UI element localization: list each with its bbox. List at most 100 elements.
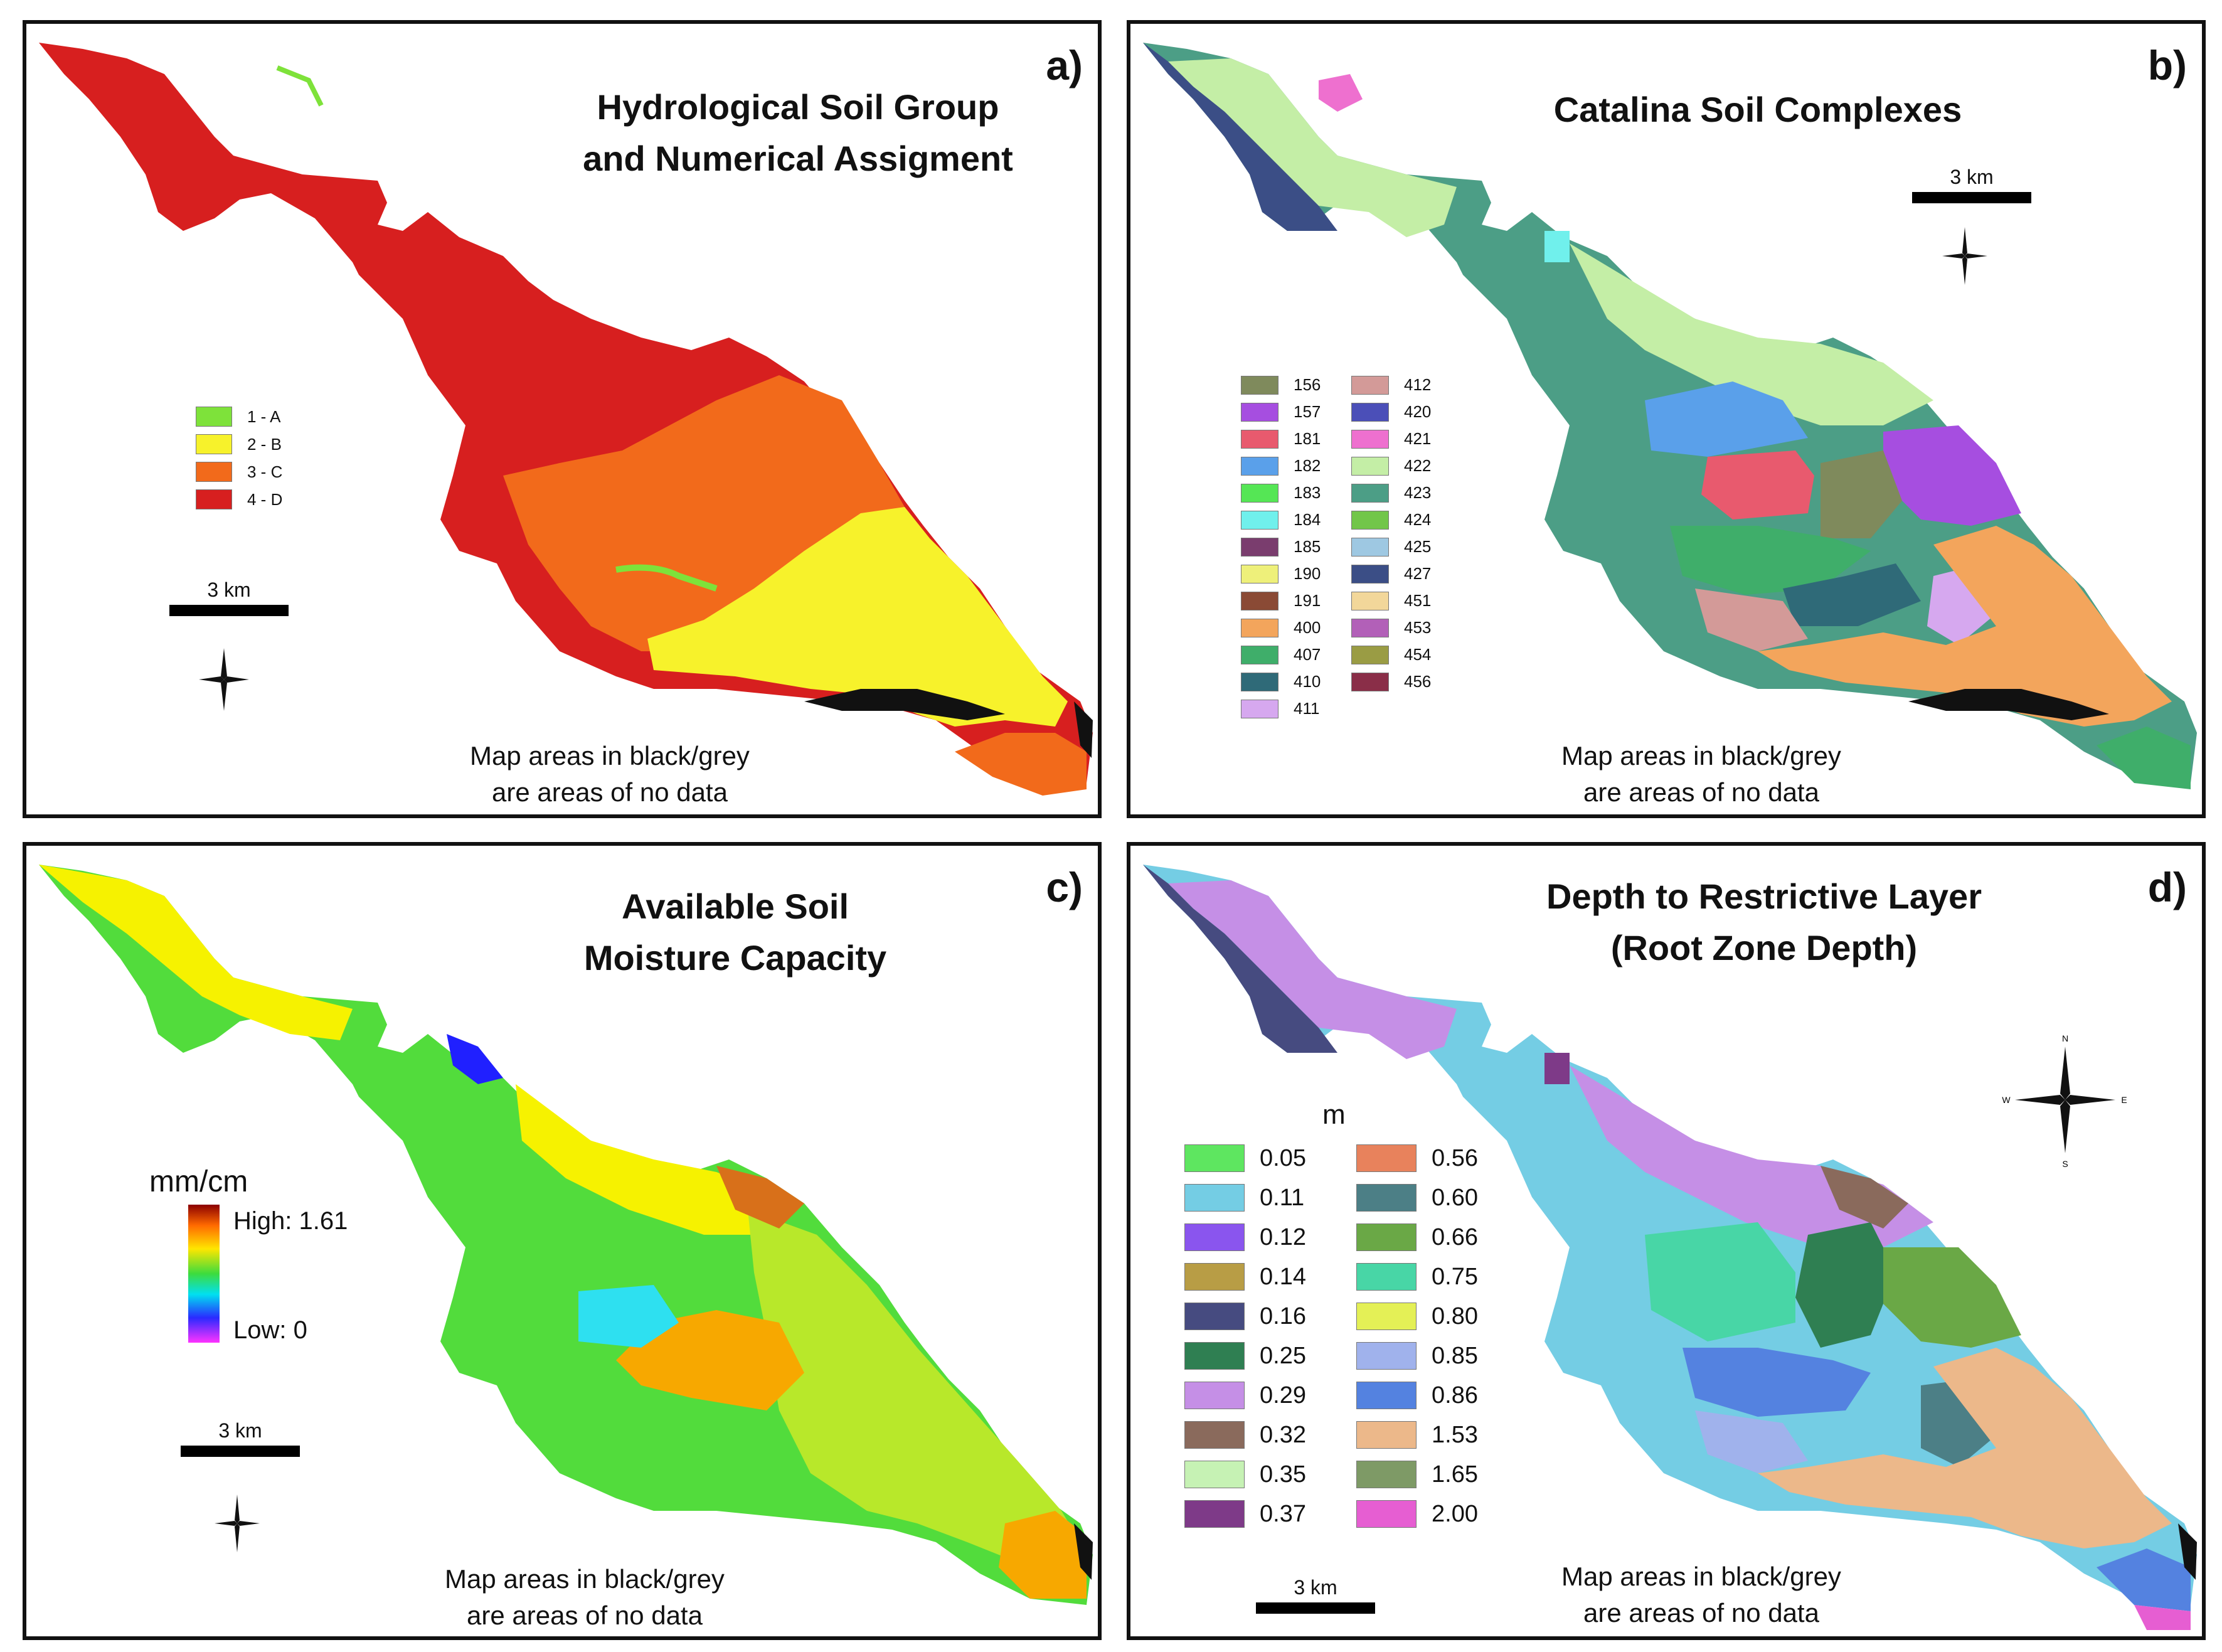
legend-label: 156 <box>1294 375 1321 394</box>
legend-label: 0.32 <box>1260 1421 1306 1448</box>
no-data-note: Map areas in black/grey are areas of no … <box>390 738 829 811</box>
map-region-moisture-yellow-n <box>516 1084 779 1235</box>
legend-label: 185 <box>1294 537 1321 556</box>
legend-swatch <box>1184 1223 1245 1251</box>
map-region-depth-075 <box>1645 1222 1795 1341</box>
legend-swatch <box>196 462 232 482</box>
legend-label: 0.86 <box>1432 1382 1478 1409</box>
map-region-427 <box>1143 43 1337 231</box>
island-map-root-zone <box>1143 865 2197 1630</box>
legend-swatch <box>1241 510 1278 530</box>
legend-label: 2 - B <box>247 434 282 454</box>
legend-label: 423 <box>1404 483 1432 502</box>
map-region-depth-025 <box>1795 1222 1896 1348</box>
compass-w-label: W <box>2002 1095 2011 1105</box>
legend-swatch <box>1241 699 1278 718</box>
legend: 1 - A 2 - B 3 - C 4 - D <box>196 407 384 532</box>
legend-label: 183 <box>1294 483 1321 502</box>
legend-item: 412 <box>1351 375 1431 395</box>
legend-label: 0.66 <box>1432 1223 1478 1250</box>
legend-label: 184 <box>1294 510 1321 529</box>
map-region-depth-037 <box>1544 1053 1570 1084</box>
scale-bar-line <box>1256 1602 1375 1614</box>
legend-label: 410 <box>1294 672 1321 691</box>
north-arrow-icon <box>1942 227 1987 285</box>
compass-n-label: N <box>2062 1033 2068 1043</box>
legend-swatch <box>196 489 232 509</box>
map-region-group-c-south <box>955 733 1087 796</box>
legend-swatch <box>1351 375 1389 395</box>
legend-label: 456 <box>1404 672 1432 691</box>
legend-label: 0.12 <box>1260 1223 1306 1250</box>
legend-label: 0.85 <box>1432 1342 1478 1369</box>
scale-bar-line <box>181 1446 300 1457</box>
island-map-soil-group <box>39 43 1093 796</box>
legend-swatch <box>1241 564 1278 584</box>
map-region-410 <box>1783 563 1921 626</box>
legend-label: 181 <box>1294 429 1321 448</box>
legend-swatch <box>1184 1461 1245 1488</box>
scale-bar-line <box>169 605 289 616</box>
map-region-depth-016 <box>1143 865 1337 1053</box>
legend-label: 451 <box>1404 591 1432 610</box>
map-region-156 <box>1821 450 1902 538</box>
map-region-412 <box>1695 589 1808 651</box>
map-region-no-data <box>2178 1523 2197 1580</box>
map-title: Hydrological Soil Group and Numerical As… <box>541 82 1055 184</box>
legend-swatch <box>1356 1303 1417 1330</box>
legend-label: 157 <box>1294 402 1321 421</box>
legend-swatch <box>1241 537 1278 557</box>
legend-label: 411 <box>1294 699 1320 718</box>
map-region-depth-029 <box>1168 880 1457 1059</box>
legend-swatch <box>1356 1223 1417 1251</box>
compass-s-label: S <box>2062 1159 2068 1169</box>
legend-item: 423 <box>1351 483 1431 503</box>
legend-item: 0.80 <box>1356 1303 1478 1330</box>
no-data-line-1: Map areas in black/grey <box>470 741 750 770</box>
legend-swatch <box>1241 591 1278 610</box>
legend-item: 451 <box>1351 591 1431 610</box>
legend-item: 427 <box>1351 564 1431 584</box>
legend-swatch <box>1351 645 1389 664</box>
map-region-184 <box>1544 231 1570 262</box>
legend-swatch <box>1356 1184 1417 1212</box>
legend-label: 400 <box>1294 618 1321 637</box>
legend-item: 407 <box>1241 645 1321 664</box>
map-region-422-north <box>1570 243 1933 425</box>
legend-label: 2.00 <box>1432 1500 1478 1527</box>
map-region-depth-086 <box>1682 1348 1871 1417</box>
legend-label: 424 <box>1404 510 1432 529</box>
legend-item: 453 <box>1351 618 1431 637</box>
legend-swatch <box>1356 1461 1417 1488</box>
ramp-low-label: Low: 0 <box>233 1316 307 1344</box>
legend-item: 184 <box>1241 510 1321 530</box>
legend-swatch <box>196 407 232 427</box>
map-region-group-b <box>647 507 1068 727</box>
legend-label: 0.11 <box>1260 1184 1305 1211</box>
map-region-group-c <box>503 375 905 651</box>
legend-item: 0.25 <box>1184 1342 1306 1370</box>
legend-item: 424 <box>1351 510 1431 530</box>
scale-bar: 3 km <box>169 578 289 616</box>
scale-bar: 3 km <box>1912 166 2031 203</box>
legend-swatch <box>1351 429 1389 449</box>
legend-label: 427 <box>1404 564 1432 583</box>
legend-swatch <box>1184 1144 1245 1172</box>
legend-swatch <box>1241 375 1278 395</box>
no-data-note: Map areas in black/grey are areas of no … <box>1482 738 1921 811</box>
legend-swatch <box>1241 672 1278 691</box>
map-title: Available Soil Moisture Capacity <box>541 881 930 984</box>
legend-item: 0.60 <box>1356 1184 1478 1212</box>
no-data-note: Map areas in black/grey are areas of no … <box>1482 1559 1921 1631</box>
legend-swatch <box>1184 1421 1245 1449</box>
legend-swatch <box>196 434 232 454</box>
legend-label: 425 <box>1404 537 1432 556</box>
map-region-no-data <box>1908 689 2109 720</box>
title-line-2: and Numerical Assigment <box>583 139 1013 178</box>
legend: 0.05 0.11 0.12 0.14 0.16 0.25 0.29 0.32 … <box>1184 1144 1536 1546</box>
island-map-moisture <box>39 865 1093 1605</box>
legend-swatch <box>1184 1184 1245 1212</box>
legend-swatch <box>1241 483 1278 503</box>
legend-swatch <box>1356 1382 1417 1409</box>
no-data-line-2: are areas of no data <box>1583 777 1819 807</box>
